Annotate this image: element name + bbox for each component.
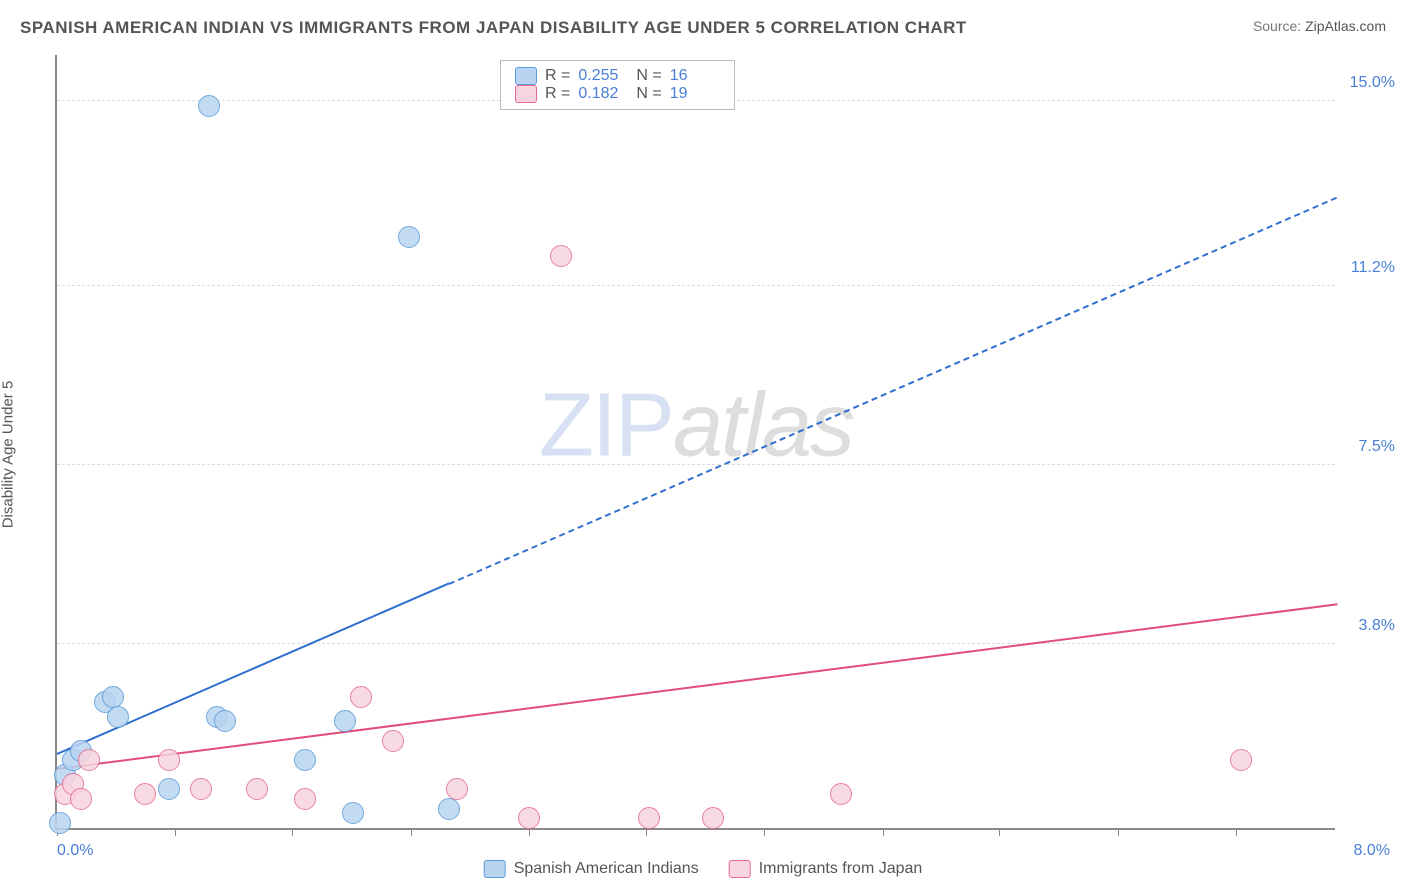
data-point: [49, 812, 71, 834]
watermark: ZIPatlas: [539, 375, 853, 478]
x-max-label: 8.0%: [1354, 842, 1390, 860]
x-tick: [764, 828, 765, 836]
data-point: [158, 749, 180, 771]
gridline: [57, 464, 1335, 465]
data-point: [214, 710, 236, 732]
n-label: N =: [636, 67, 661, 85]
legend-swatch: [515, 67, 537, 85]
data-point: [158, 778, 180, 800]
y-axis-label: Disability Age Under 5: [0, 381, 17, 529]
r-label: R =: [545, 85, 570, 103]
gridline: [57, 643, 1335, 644]
r-value: 0.182: [578, 85, 628, 103]
x-tick: [175, 828, 176, 836]
legend: Spanish American Indians Immigrants from …: [484, 860, 923, 878]
data-point: [398, 226, 420, 248]
source-value: ZipAtlas.com: [1305, 18, 1386, 34]
data-point: [446, 778, 468, 800]
data-point: [334, 710, 356, 732]
y-tick-label: 7.5%: [1359, 438, 1395, 456]
legend-item: Spanish American Indians: [484, 860, 699, 878]
trend-line: [57, 603, 1337, 770]
data-point: [350, 686, 372, 708]
data-point: [438, 798, 460, 820]
data-point: [198, 95, 220, 117]
r-value: 0.255: [578, 67, 628, 85]
legend-item: Immigrants from Japan: [729, 860, 923, 878]
y-tick-label: 15.0%: [1350, 74, 1395, 92]
x-tick: [999, 828, 1000, 836]
scatter-plot-area: ZIPatlas 3.8%7.5%11.2%15.0%0.0%8.0%: [55, 55, 1335, 830]
data-point: [830, 783, 852, 805]
chart-title: SPANISH AMERICAN INDIAN VS IMMIGRANTS FR…: [20, 18, 967, 38]
data-point: [294, 749, 316, 771]
watermark-atlas: atlas: [673, 376, 853, 476]
data-point: [382, 730, 404, 752]
legend-swatch: [484, 860, 506, 878]
gridline: [57, 285, 1335, 286]
data-point: [78, 749, 100, 771]
data-point: [702, 807, 724, 829]
n-value: 16: [670, 67, 720, 85]
trend-line: [449, 196, 1338, 584]
data-point: [518, 807, 540, 829]
data-point: [134, 783, 156, 805]
n-label: N =: [636, 85, 661, 103]
data-point: [102, 686, 124, 708]
y-tick-label: 3.8%: [1359, 617, 1395, 635]
legend-swatch: [729, 860, 751, 878]
watermark-zip: ZIP: [539, 376, 673, 476]
legend-swatch: [515, 85, 537, 103]
x-min-label: 0.0%: [57, 842, 93, 860]
x-tick: [411, 828, 412, 836]
x-tick: [292, 828, 293, 836]
correlation-stats-box: R = 0.255 N = 16 R = 0.182 N = 19: [500, 60, 735, 110]
source-label: Source:: [1253, 18, 1301, 34]
x-tick: [883, 828, 884, 836]
data-point: [294, 788, 316, 810]
data-point: [107, 706, 129, 728]
stats-row: R = 0.255 N = 16: [515, 67, 720, 85]
x-tick: [1236, 828, 1237, 836]
data-point: [246, 778, 268, 800]
x-tick: [1118, 828, 1119, 836]
source-citation: Source: ZipAtlas.com: [1253, 18, 1386, 34]
legend-label: Immigrants from Japan: [759, 860, 923, 878]
data-point: [1230, 749, 1252, 771]
r-label: R =: [545, 67, 570, 85]
data-point: [70, 788, 92, 810]
data-point: [638, 807, 660, 829]
data-point: [190, 778, 212, 800]
legend-label: Spanish American Indians: [514, 860, 699, 878]
stats-row: R = 0.182 N = 19: [515, 85, 720, 103]
data-point: [342, 802, 364, 824]
n-value: 19: [670, 85, 720, 103]
data-point: [550, 245, 572, 267]
y-tick-label: 11.2%: [1351, 259, 1395, 277]
